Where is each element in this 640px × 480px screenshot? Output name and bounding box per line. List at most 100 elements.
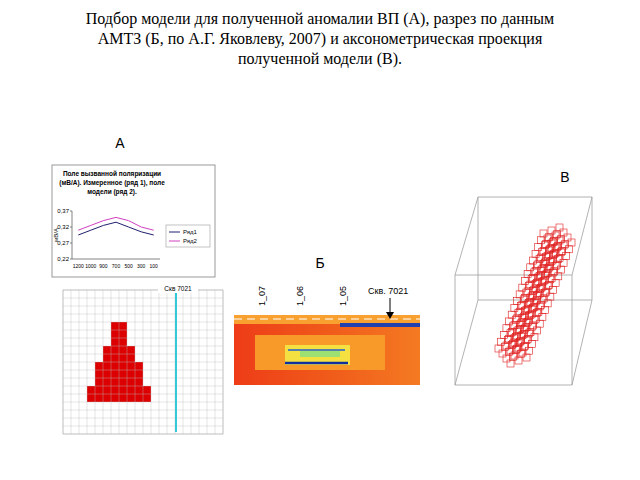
- box-edge: [455, 197, 478, 275]
- model-cell: [87, 386, 95, 394]
- x-tick-label: 500: [124, 263, 133, 269]
- x-tick-label: 700: [112, 263, 121, 269]
- model-cell-3d: [533, 292, 540, 299]
- x-tick-label: 300: [137, 263, 146, 269]
- model-cell-3d: [507, 360, 514, 367]
- model-cell-3d: [539, 249, 546, 256]
- model-cell: [119, 330, 127, 338]
- model-cell: [127, 386, 135, 394]
- section-bg: [234, 315, 420, 385]
- model-cell-3d: [499, 350, 506, 357]
- model-cell-3d: [520, 326, 527, 333]
- panel-label: А: [115, 135, 125, 151]
- model-cell-3d: [512, 346, 519, 353]
- model-cell-3d: [548, 227, 555, 234]
- model-cell: [95, 370, 103, 378]
- well-label-bg: [158, 284, 198, 293]
- section-line: [288, 349, 345, 351]
- model-cell-3d: [512, 316, 519, 323]
- model-cell: [119, 394, 127, 402]
- box-edge: [455, 300, 478, 385]
- y-tick-label: 0,37: [57, 208, 69, 214]
- model-cell-3d: [540, 230, 547, 237]
- y-tick-label: 0,22: [57, 256, 69, 262]
- model-cell-3d: [527, 294, 534, 301]
- model-cell: [135, 378, 143, 386]
- model-cell: [119, 370, 127, 378]
- model-cell-3d: [552, 245, 559, 252]
- model-cell-3d: [502, 343, 509, 350]
- model-cell: [103, 386, 111, 394]
- section-green: [300, 351, 340, 357]
- model-cell-3d: [531, 269, 538, 276]
- model-cell-3d: [532, 281, 539, 288]
- x-tick-label: 100: [150, 263, 159, 269]
- model-cell: [135, 386, 143, 394]
- model-cell: [87, 394, 95, 402]
- model-cell-3d: [521, 277, 528, 284]
- model-cell: [111, 322, 119, 330]
- model-cell-3d: [519, 284, 526, 291]
- model-cell-3d: [524, 301, 531, 308]
- y-axis-label: мВ/А: [53, 228, 59, 242]
- model-cell: [111, 338, 119, 346]
- grid-line: [63, 322, 223, 323]
- y-tick-label: 0,27: [57, 240, 69, 246]
- y-axis: [72, 211, 73, 259]
- model-cell: [119, 322, 127, 330]
- model-cell: [143, 394, 151, 402]
- model-cell-3d: [541, 272, 548, 279]
- box-edge: [572, 300, 592, 385]
- model-cell: [103, 362, 111, 370]
- model-cell-3d: [543, 254, 550, 261]
- chart-title: модели (ряд 2).: [87, 188, 137, 196]
- model-cell: [119, 346, 127, 354]
- legend-swatch: [169, 241, 180, 242]
- grid-line: [63, 306, 223, 307]
- grid-line: [63, 370, 223, 371]
- model-cell-3d: [506, 348, 513, 355]
- model-cell-3d: [511, 304, 518, 311]
- model-cell-3d: [511, 335, 518, 342]
- model-cell: [111, 386, 119, 394]
- model-cell: [111, 362, 119, 370]
- well-label: Скв. 7021: [368, 286, 408, 296]
- model-cell-3d: [495, 345, 502, 352]
- model-cell: [111, 394, 119, 402]
- series-line: [78, 217, 153, 230]
- model-cell: [119, 362, 127, 370]
- model-cell-3d: [540, 260, 547, 267]
- model-cell-3d: [514, 328, 521, 335]
- grid-line: [63, 314, 223, 315]
- model-cell-3d: [544, 265, 551, 272]
- legend-label: Ряд2: [183, 238, 198, 244]
- box-edge: [572, 197, 592, 275]
- model-cell-3d: [535, 244, 542, 251]
- model-cell: [111, 354, 119, 362]
- model-cell: [135, 394, 143, 402]
- model-cell-3d: [556, 237, 563, 244]
- model-cell-3d: [519, 314, 526, 321]
- model-grid: Скв 7021: [63, 284, 223, 434]
- model-cell-3d: [518, 333, 525, 340]
- model-cell: [119, 386, 127, 394]
- model-cell-3d: [510, 353, 517, 360]
- model-cell-3d: [515, 309, 522, 316]
- title-line: полученной модели (В).: [238, 50, 402, 68]
- model-cell-3d: [510, 323, 517, 330]
- grid-line: [63, 362, 223, 363]
- arrow-head: [386, 312, 394, 319]
- model-cell: [103, 378, 111, 386]
- profile-label: 1_06: [295, 286, 305, 306]
- model-cell-3d: [539, 279, 546, 286]
- model-cell: [127, 362, 135, 370]
- model-cell-3d: [536, 255, 543, 262]
- x-tick-label: 900: [99, 263, 108, 269]
- section-zone: [255, 335, 385, 370]
- model-cell-3d: [535, 274, 542, 281]
- grid-line: [63, 298, 223, 299]
- model-cell-3d: [537, 267, 544, 274]
- panel-label: В: [560, 169, 569, 185]
- grid-line: [63, 290, 223, 291]
- box-front: [455, 275, 572, 385]
